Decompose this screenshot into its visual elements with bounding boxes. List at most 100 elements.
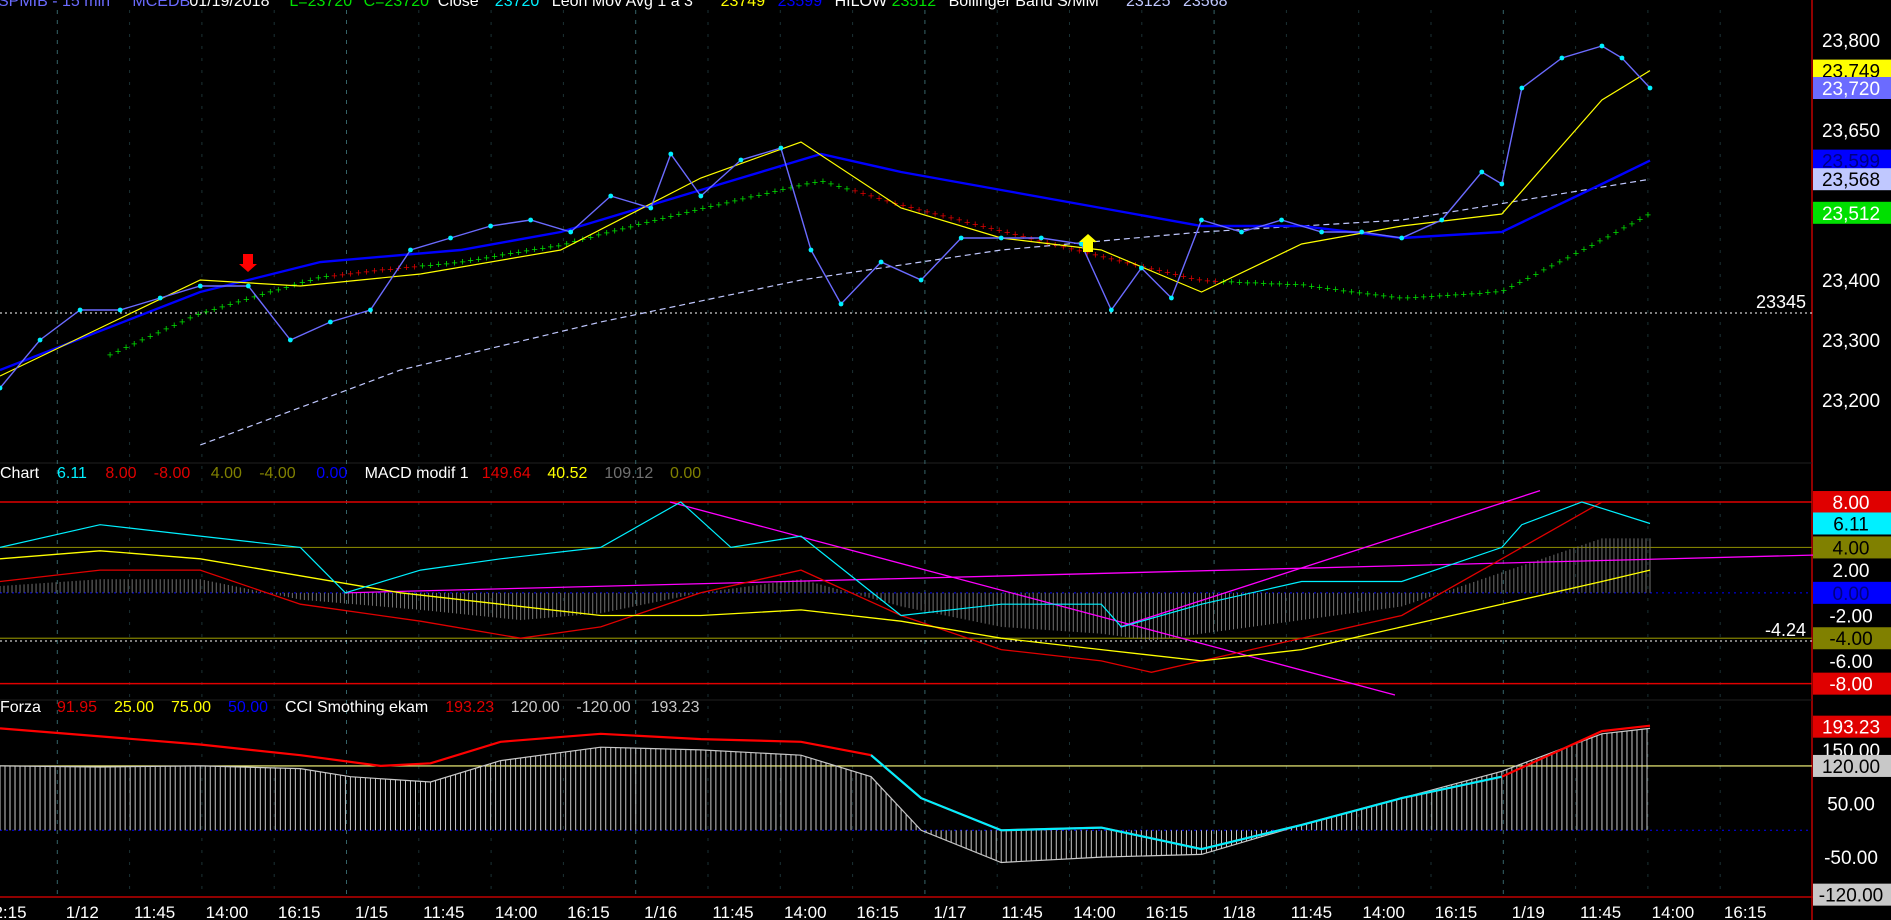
hilow-marker: +: [940, 211, 946, 223]
panel-header-text: 109.12: [604, 465, 653, 482]
hilow-marker: +: [1565, 252, 1571, 264]
hilow-marker: +: [131, 338, 137, 350]
hilow-marker: +: [539, 243, 545, 255]
hilow-marker: +: [267, 287, 273, 299]
hilow-marker: +: [1284, 279, 1290, 291]
close-price-point: [1399, 235, 1405, 241]
cci-cyan-segment: [870, 754, 1503, 851]
hilow-marker: +: [1276, 279, 1282, 291]
macd-tick-label: 0.00: [1833, 584, 1870, 605]
hilow-marker: +: [1308, 281, 1314, 293]
time-tick-label: 14:00: [1362, 903, 1405, 920]
hilow-marker: +: [644, 217, 650, 229]
hilow-marker: +: [1012, 229, 1018, 241]
panel-header-text: Chart: [0, 465, 40, 482]
panel-header-text: 23568: [1183, 0, 1228, 10]
hilow-marker: +: [772, 186, 778, 198]
cci-tick-label: 120.00: [1822, 757, 1880, 778]
close-price-point: [1439, 217, 1445, 223]
hilow-marker: +: [1356, 288, 1362, 300]
macd-tick-label: -8.00: [1829, 675, 1872, 696]
hilow-marker: +: [1148, 263, 1154, 275]
hilow-marker: +: [732, 195, 738, 207]
hilow-marker: +: [411, 261, 417, 273]
price-panel[interactable]: 23345+ + + + + + + + + + + + + + + + + + + + + + + + + + + + + + + + + + +…: [0, 43, 1812, 446]
close-price-point: [1599, 43, 1605, 49]
hilow-marker: +: [403, 262, 409, 274]
hilow-marker: +: [932, 208, 938, 220]
hilow-marker: +: [740, 194, 746, 206]
macd-tick-label: -4.00: [1829, 629, 1872, 650]
close-price-point: [1619, 55, 1625, 61]
close-price-point: [838, 301, 844, 307]
hilow-marker: +: [1092, 250, 1098, 262]
close-price-point: [1647, 85, 1653, 91]
macd-panel[interactable]: -4.24: [0, 490, 1891, 696]
cci-panel[interactable]: [0, 724, 1812, 864]
panel-header-text: C=23720: [364, 0, 429, 10]
price-badge-label: 23,512: [1822, 204, 1880, 225]
hilow-marker: +: [1348, 286, 1354, 298]
price-badge-label: 23,568: [1822, 170, 1880, 191]
hilow-marker: +: [419, 261, 425, 273]
hilow-marker: +: [243, 294, 249, 306]
time-tick-label: 16:15: [856, 903, 899, 920]
hilow-marker: +: [1068, 243, 1074, 255]
macd-tick-label: 8.00: [1833, 493, 1870, 514]
price-badge: [1813, 77, 1891, 99]
close-price-point: [408, 247, 413, 253]
hilow-marker: +: [788, 182, 794, 194]
hilow-marker: +: [547, 242, 553, 254]
close-price-point: [1519, 85, 1525, 91]
close-price-point: [998, 235, 1004, 241]
macd-tick-label: 6.11: [1833, 514, 1869, 535]
hilow-marker: +: [692, 205, 698, 217]
hilow-line: [0, 152, 1651, 372]
hilow-marker: +: [748, 192, 754, 204]
hilow-marker: +: [1485, 287, 1491, 299]
hilow-marker: +: [387, 264, 393, 276]
hilow-marker: +: [1589, 240, 1595, 252]
hilow-marker: +: [1300, 280, 1306, 292]
macd-badge: [1813, 536, 1891, 559]
cci-tick-label: 50.00: [1827, 794, 1875, 815]
close-price-point: [245, 283, 251, 289]
hilow-marker: +: [1324, 283, 1330, 295]
time-tick-label: 14:00: [206, 903, 249, 920]
panel-header-text: 0.00: [670, 465, 701, 482]
close-price-point: [808, 247, 814, 253]
hilow-marker: +: [636, 219, 642, 231]
price-tick-label: 23,400: [1822, 271, 1880, 292]
panel-header-text: 23749: [721, 0, 766, 10]
hilow-marker: +: [587, 232, 593, 244]
time-tick-label: 16:15: [1724, 903, 1767, 920]
hilow-marker: +: [483, 252, 489, 264]
hilow-marker: +: [331, 270, 337, 282]
panel-header-text: 0.00: [316, 465, 347, 482]
hilow-marker: +: [139, 335, 145, 347]
macd-tick-label: 4.00: [1833, 538, 1870, 559]
hilow-marker: +: [948, 213, 954, 225]
hilow-marker: +: [307, 275, 313, 287]
close-price-point: [0, 385, 3, 391]
buy-arrow-icon: [1079, 234, 1097, 252]
hilow-marker: +: [756, 190, 762, 202]
panel-header-text: 4.00: [211, 465, 242, 482]
hilow-marker: +: [1412, 292, 1418, 304]
close-price-point: [1479, 169, 1485, 175]
close-price-point: [958, 235, 964, 241]
price-tick-label: 23,200: [1822, 391, 1880, 412]
close-price-point: [1038, 235, 1044, 241]
hilow-marker: +: [371, 266, 377, 278]
hilow-marker: +: [1541, 265, 1547, 277]
hilow-marker: +: [1316, 282, 1322, 294]
hilow-marker: +: [1637, 214, 1643, 226]
price-badge: [1813, 59, 1891, 82]
time-tick-label: 16:15: [1435, 903, 1478, 920]
hilow-marker: +: [1469, 288, 1475, 300]
panel-header-text: L=23720: [289, 0, 352, 10]
hilow-marker: +: [555, 240, 561, 252]
hilow-marker: +: [1188, 273, 1194, 285]
